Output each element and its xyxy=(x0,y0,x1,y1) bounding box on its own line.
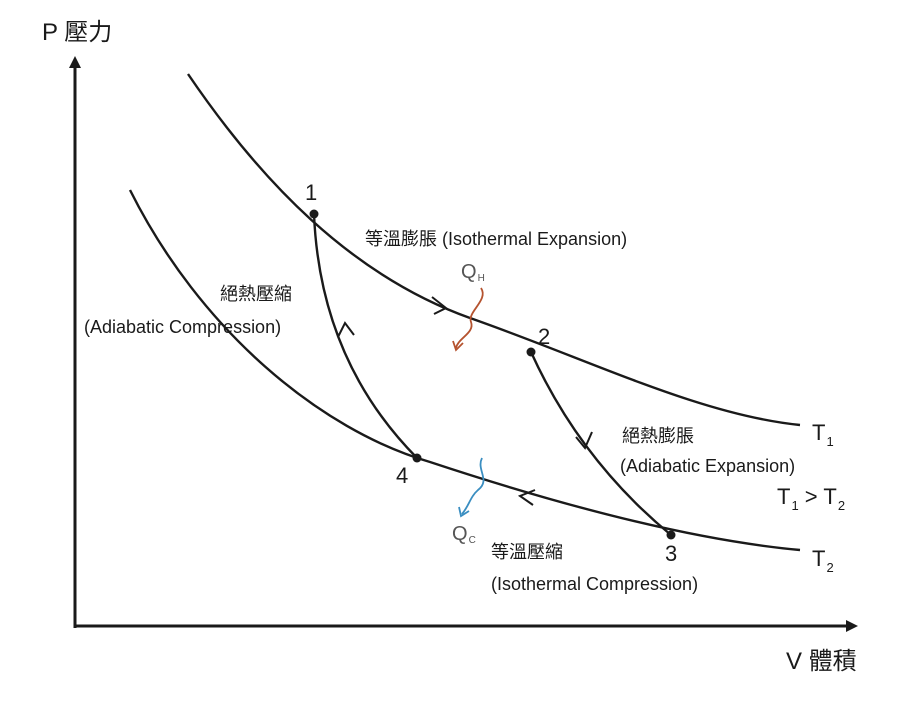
state-point-3-marker xyxy=(666,530,676,540)
adiabatic-expansion-label-en: (Adiabatic Expansion) xyxy=(620,456,795,476)
t2-curve-label: T2 xyxy=(812,546,834,575)
arrow-isothermal-expansion xyxy=(431,296,448,315)
qh-label-main: Q xyxy=(461,261,477,283)
relation-op: > T xyxy=(799,484,837,509)
qh-label: QH xyxy=(461,261,485,284)
arrow-adiabatic-expansion xyxy=(575,431,593,450)
relation-t1: T xyxy=(777,484,790,509)
relation-t2-sub: 2 xyxy=(838,498,845,513)
isothermal-compression-label-en: (Isothermal Compression) xyxy=(491,574,698,594)
t1-curve-label: T1 xyxy=(812,420,834,449)
isothermal-compression-label-cn: 等溫壓縮 xyxy=(491,542,563,562)
state-point-1-marker xyxy=(309,209,319,219)
qh-heat-arrowhead xyxy=(452,340,464,352)
adiabatic-compression-label-en: (Adiabatic Compression) xyxy=(84,317,281,337)
temperature-relation: T1 > T2 xyxy=(777,484,845,513)
isotherm-t2-curve xyxy=(128,189,801,552)
relation-t1-sub: 1 xyxy=(791,498,798,513)
state-point-3-label: 3 xyxy=(665,541,677,566)
qc-label: QC xyxy=(452,523,476,546)
qc-heat-arrowhead xyxy=(458,506,470,518)
arrow-adiabatic-compression xyxy=(337,321,355,338)
state-point-4-label: 4 xyxy=(396,463,408,488)
isothermal-expansion-label: 等溫膨脹 (Isothermal Expansion) xyxy=(365,229,627,249)
qc-label-main: Q xyxy=(452,523,468,545)
state-point-2-label: 2 xyxy=(538,324,550,349)
t1-curve-label-main: T xyxy=(812,420,825,445)
state-point-2-marker xyxy=(526,347,536,357)
adiabatic-expansion-label-cn: 絕熱膨脹 xyxy=(622,426,694,446)
t1-curve-label-sub: 1 xyxy=(826,434,833,449)
t2-curve-label-main: T xyxy=(812,546,825,571)
adiabatic-compression-label-cn: 絕熱壓縮 xyxy=(220,284,292,304)
arrow-isothermal-compression xyxy=(517,489,536,506)
state-point-4-marker xyxy=(412,453,422,463)
qc-label-sub: C xyxy=(469,535,476,546)
qc-heat-arrow xyxy=(461,457,485,515)
t2-curve-label-sub: 2 xyxy=(826,560,833,575)
qh-label-sub: H xyxy=(478,273,485,284)
adiabat-compression-curve xyxy=(312,213,418,459)
isotherm-t1-curve xyxy=(187,73,801,427)
qh-heat-arrow xyxy=(455,287,484,349)
y-axis-label: P 壓力 xyxy=(42,19,112,46)
x-axis-label: V 體積 xyxy=(786,648,857,675)
state-point-1-label: 1 xyxy=(305,180,317,205)
adiabat-expansion-curve xyxy=(529,351,672,536)
